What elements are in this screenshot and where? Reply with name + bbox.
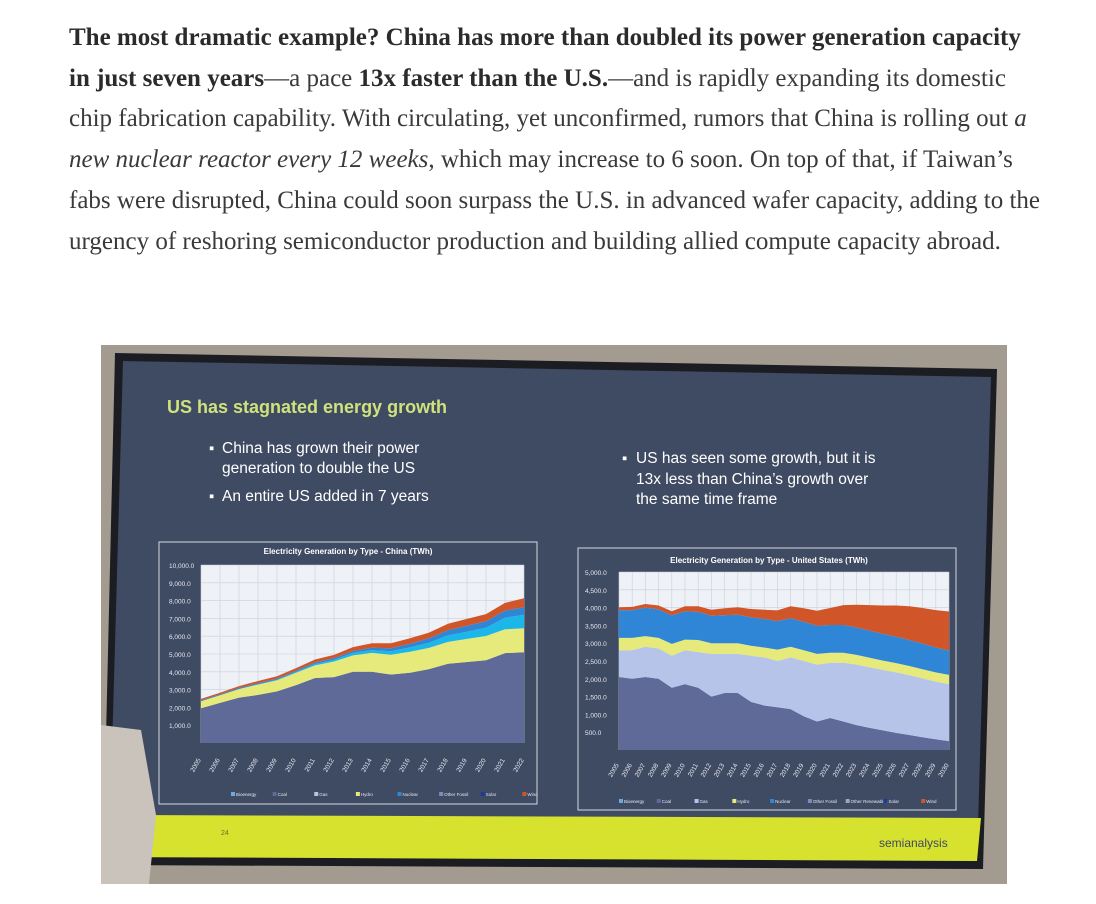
us-legend-label: Nuclear (775, 799, 791, 804)
us-y-tick-label: 5,000.0 (585, 570, 607, 577)
china-y-tick-label: 6,000.0 (169, 634, 191, 641)
china-legend-swatch (272, 792, 277, 796)
us-y-tick-label: 1,500.0 (585, 695, 607, 702)
china-y-tick-label: 9,000.0 (169, 581, 191, 588)
presentation-screen: US has stagnated energy growth ▪ China h… (101, 345, 1007, 884)
us-series-hydro (619, 636, 949, 685)
china-series-coal (201, 652, 524, 743)
us-legend-label: Coal (662, 799, 671, 804)
us-legend-swatch (883, 799, 888, 803)
slide-title: US has stagnated energy growth (167, 397, 447, 417)
us-legend-swatch (807, 799, 812, 803)
china-y-tick-label: 7,000.0 (169, 616, 191, 623)
us-legend-swatch (770, 799, 775, 803)
us-y-tick-label: 2,000.0 (585, 677, 607, 684)
us-chart-frame (577, 547, 957, 811)
slide-bullet-marker: ▪ (209, 488, 214, 505)
us-legend-label: Bioenergy (624, 799, 645, 804)
slide-bullet: US has seen some growth, but it is (636, 450, 876, 467)
us-series-nuclear (619, 607, 949, 675)
us-legend-label: Wind (926, 799, 937, 804)
slide-bullet: An entire US added in 7 years (222, 488, 429, 505)
us-y-tick-label: 1,000.0 (585, 712, 607, 719)
us-legend-label: Gas (700, 799, 709, 804)
us-legend-swatch (656, 799, 661, 803)
china-series-nuclear (201, 607, 524, 702)
china-legend-swatch (439, 792, 444, 796)
slide-page-number: 24 (221, 830, 229, 837)
china-legend-label: Other Fossil (444, 792, 468, 797)
slide-bullet-cont: 13x less than China’s growth over (636, 471, 868, 488)
us-chart-title: Electricity Generation by Type - United … (670, 556, 868, 565)
china-legend-swatch (231, 792, 235, 796)
us-legend-label: Solar (888, 799, 899, 804)
us-legend-label: Other Fossil (813, 799, 837, 804)
us-y-tick-label: 4,500.0 (585, 588, 607, 595)
us-legend-swatch (619, 799, 623, 803)
china-legend-label: Wind (527, 792, 538, 797)
article-paragraph: The most dramatic example? China has mor… (69, 18, 1041, 262)
us-series-coal (619, 677, 949, 750)
us-legend-swatch (845, 799, 850, 803)
china-legend-label: Solar (486, 792, 497, 797)
us-legend-label: Other Renewables (851, 799, 889, 804)
slide-bullet-cont: the same time frame (636, 491, 777, 508)
slide-bullet-marker: ▪ (622, 450, 627, 467)
slide-photo: US has stagnated energy growth ▪ China h… (101, 345, 1007, 884)
china-y-tick-label: 10,000.0 (169, 563, 195, 570)
china-y-tick-label: 2,000.0 (169, 705, 191, 712)
china-chart-title: Electricity Generation by Type - China (… (264, 547, 433, 556)
china-legend-swatch (314, 792, 319, 796)
italic-phrase: a new nuclear reactor every 12 weeks (69, 105, 1027, 174)
us-y-tick-label: 3,000.0 (585, 641, 607, 648)
china-y-tick-label: 4,000.0 (169, 670, 191, 677)
china-legend-swatch (480, 792, 485, 796)
china-y-tick-label: 1,000.0 (169, 723, 191, 730)
china-legend-swatch (355, 792, 360, 796)
semianalysis-logo: semianalysis (879, 836, 948, 850)
us-legend-swatch (732, 799, 737, 803)
china-series-other (201, 598, 524, 701)
text-run: , which may increase to 6 soon. On top o… (69, 146, 1041, 255)
text-run: —and is rapidly expanding its domestic c… (69, 64, 1015, 133)
bold-lead: The most dramatic example? China has mor… (69, 24, 1021, 92)
china-y-tick-label: 5,000.0 (169, 652, 191, 659)
china-legend-label: Hydro (361, 792, 374, 797)
china-series-hydro (201, 628, 524, 709)
china-legend-label: Bioenergy (236, 792, 257, 797)
bold-stat: 13x faster than the U.S. (358, 64, 609, 92)
us-y-tick-label: 500.0 (585, 730, 602, 737)
us-legend-swatch (694, 799, 699, 803)
us-chart: 5,000.0 4,500.0 4,000.0 3,500.0 3,000.0 2,500… (585, 556, 951, 804)
us-legend-label: Hydro (737, 799, 750, 804)
slide-bullet-marker: ▪ (209, 440, 214, 457)
us-y-tick-label: 2,500.0 (585, 659, 607, 666)
china-chart-frame (158, 541, 538, 805)
us-y-tick-label: 3,500.0 (585, 623, 607, 630)
china-legend-swatch (397, 792, 402, 796)
china-chart: 10,000.0 9,000.0 8,000.0 7,000.0 6,000.0 5,00… (169, 547, 538, 797)
us-series-gas (619, 646, 949, 742)
slide-bullet: China has grown their power (222, 440, 419, 457)
china-legend-label: Coal (278, 792, 287, 797)
us-legend-swatch (921, 799, 926, 803)
us-series-other (619, 604, 949, 651)
us-y-tick-label: 4,000.0 (585, 606, 607, 613)
china-legend-label: Nuclear (403, 792, 419, 797)
slide-bullet-cont: generation to double the US (222, 460, 415, 477)
china-y-tick-label: 3,000.0 (169, 688, 191, 695)
china-y-tick-label: 8,000.0 (169, 599, 191, 606)
china-legend-swatch (522, 792, 527, 796)
text-run: —a pace (264, 64, 359, 92)
china-legend-label: Gas (319, 792, 328, 797)
